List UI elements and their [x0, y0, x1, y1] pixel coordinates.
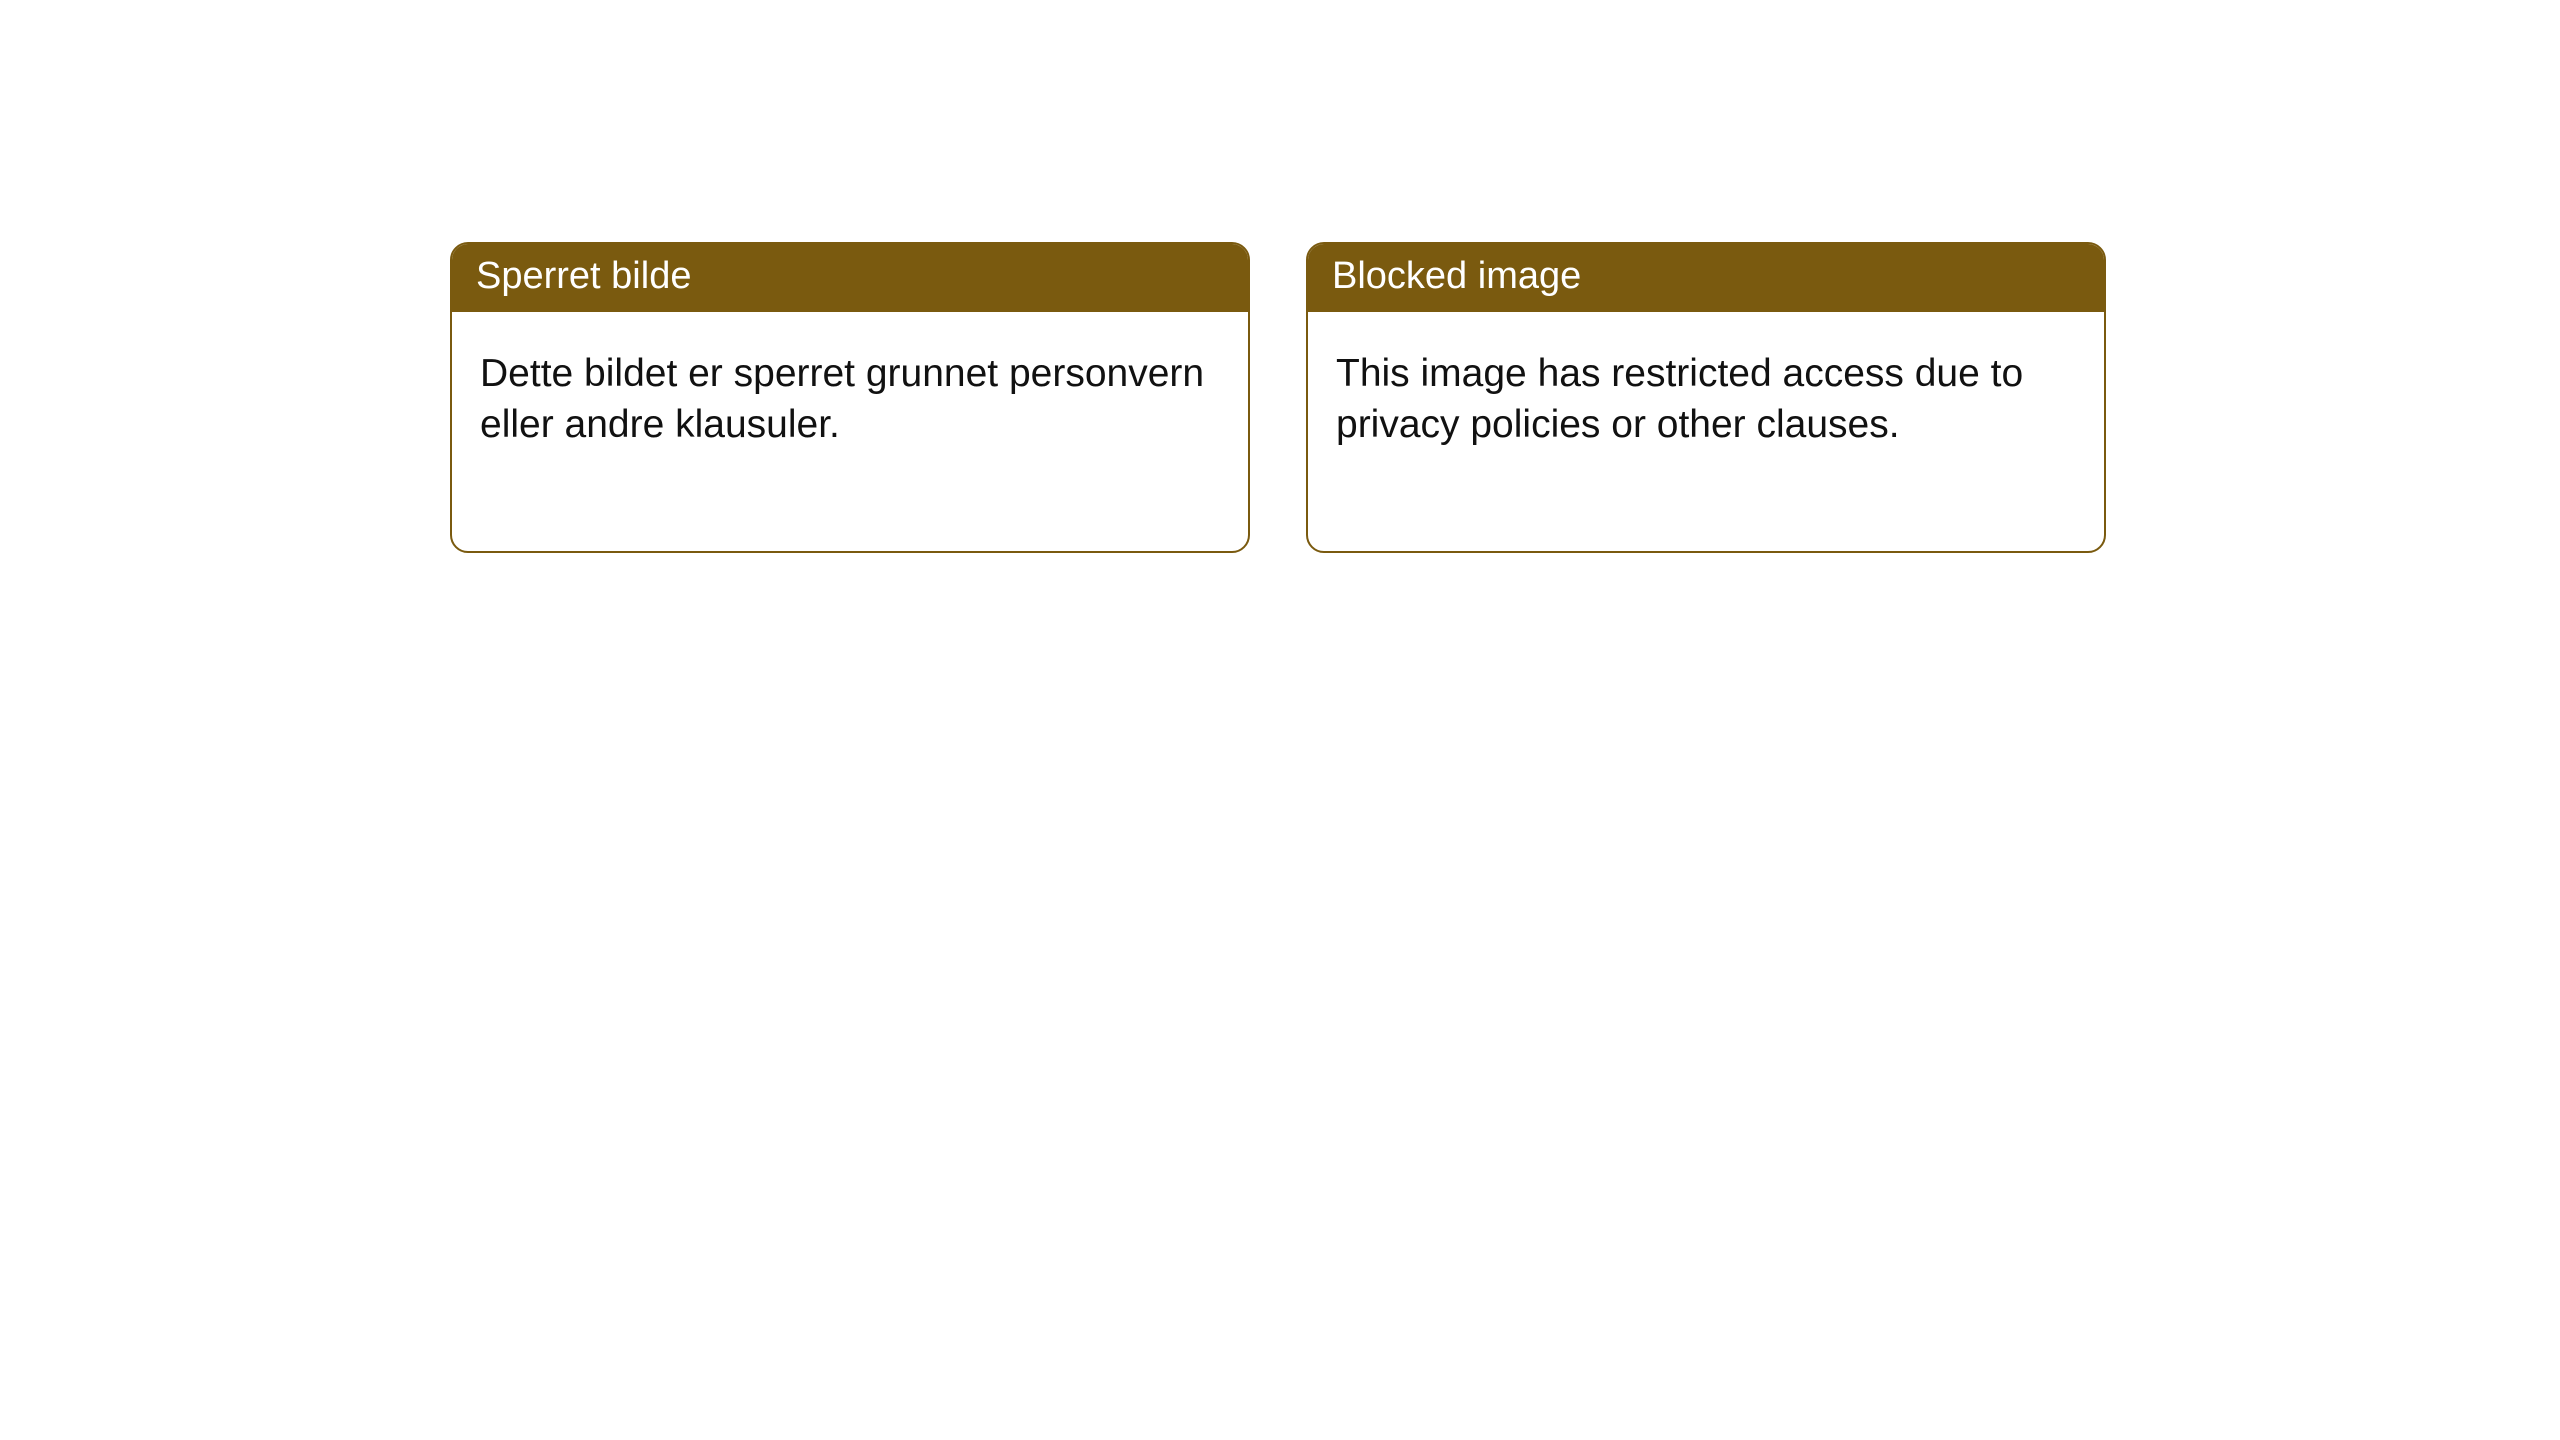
card-header-en: Blocked image — [1308, 244, 2104, 312]
blocked-image-cards: Sperret bilde Dette bildet er sperret gr… — [450, 242, 2106, 553]
card-body-no: Dette bildet er sperret grunnet personve… — [452, 312, 1248, 551]
blocked-image-card-no: Sperret bilde Dette bildet er sperret gr… — [450, 242, 1250, 553]
card-body-en: This image has restricted access due to … — [1308, 312, 2104, 551]
blocked-image-card-en: Blocked image This image has restricted … — [1306, 242, 2106, 553]
card-header-no: Sperret bilde — [452, 244, 1248, 312]
